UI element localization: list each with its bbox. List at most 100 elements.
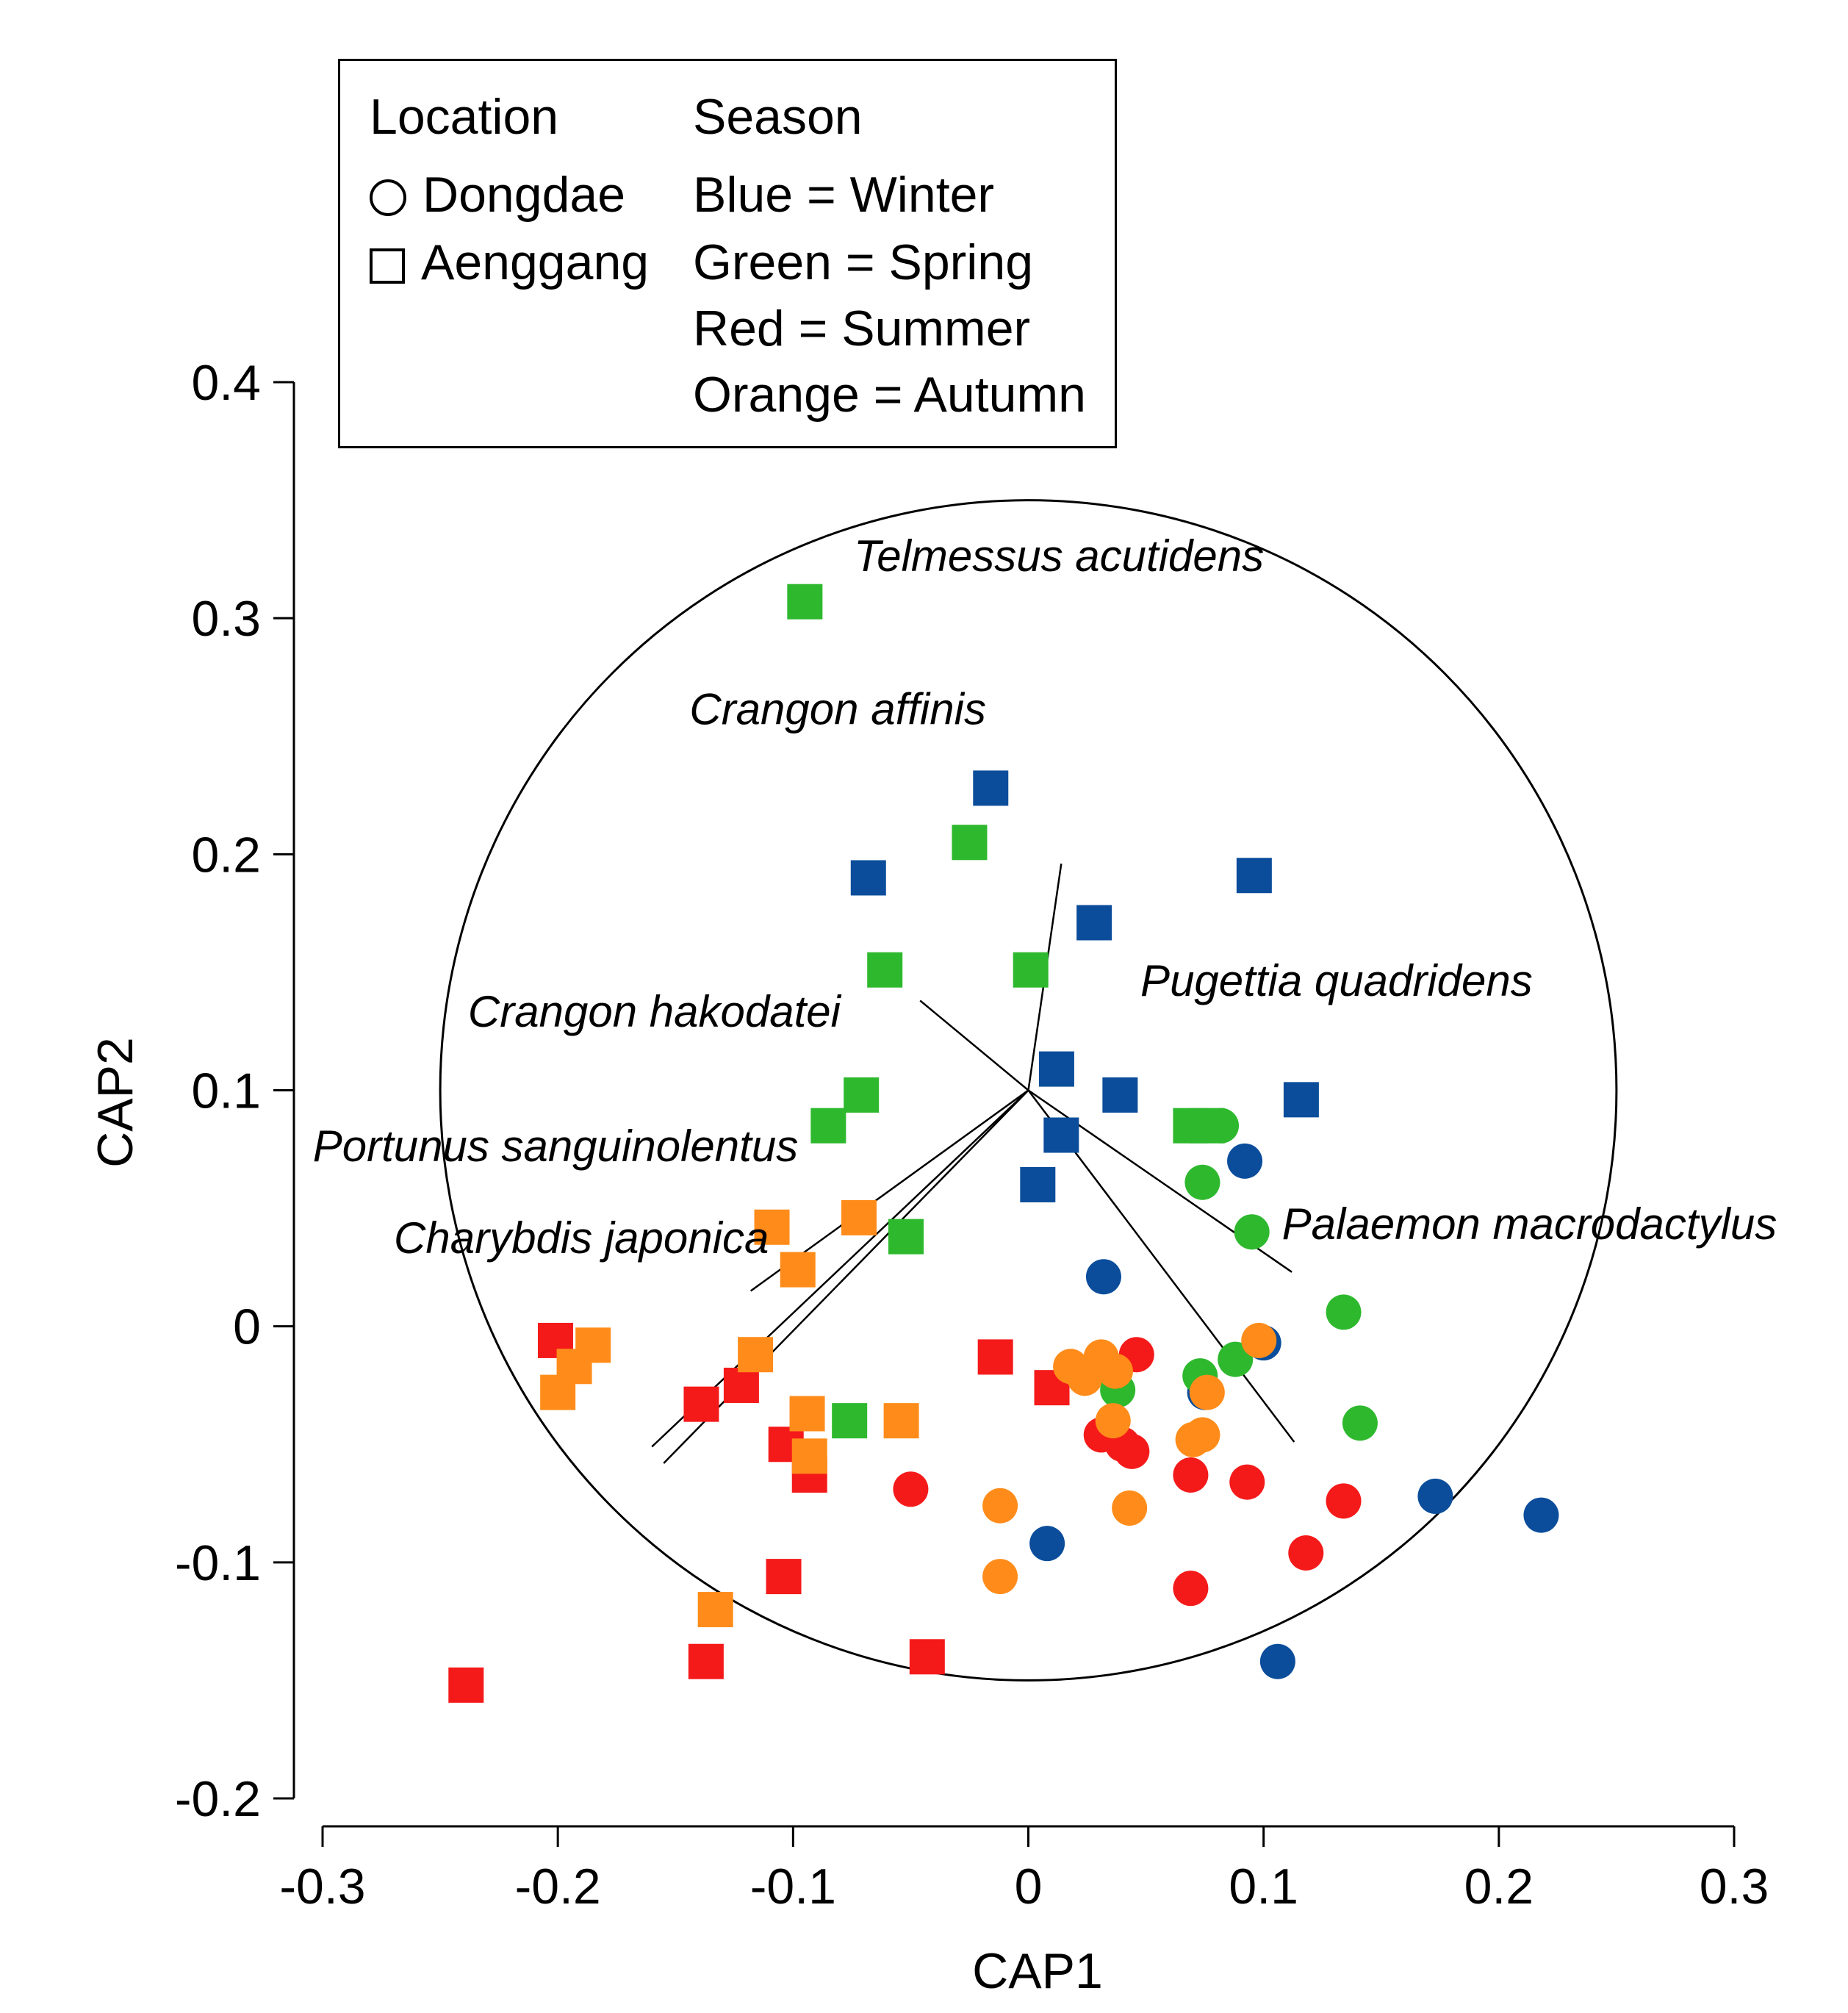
legend-location-dongdae: Dongdae: [370, 170, 625, 220]
y-tick-label: 0.2: [191, 827, 261, 883]
point-winter-dongdae: [1417, 1478, 1453, 1514]
point-summer-aenggang: [766, 1559, 802, 1595]
legend-season-spring: Green = Spring: [693, 234, 1034, 290]
point-autumn-aenggang: [791, 1438, 827, 1474]
point-spring-aenggang: [832, 1403, 868, 1439]
point-winter-aenggang: [1076, 905, 1112, 941]
point-spring-dongdae: [1326, 1294, 1362, 1330]
point-winter-dongdae: [1259, 1643, 1295, 1679]
point-autumn-dongdae: [1112, 1490, 1148, 1526]
point-autumn-aenggang: [738, 1337, 774, 1373]
point-winter-dongdae: [1523, 1497, 1559, 1533]
point-summer-aenggang: [448, 1667, 484, 1703]
point-spring-aenggang: [867, 952, 903, 988]
legend-season-heading: Season: [693, 89, 863, 145]
point-summer-aenggang: [723, 1367, 759, 1403]
point-autumn-dongdae: [1189, 1374, 1225, 1410]
point-winter-aenggang: [1236, 858, 1272, 894]
legend-location-aenggang: Aenggang: [370, 237, 649, 287]
point-spring-aenggang: [952, 825, 988, 861]
point-winter-aenggang: [973, 770, 1009, 806]
point-autumn-dongdae: [1067, 1360, 1103, 1396]
point-winter-aenggang: [1102, 1077, 1138, 1113]
point-summer-aenggang: [688, 1643, 724, 1679]
legend-location-label: Aenggang: [421, 234, 650, 290]
point-summer-dongdae: [1326, 1483, 1362, 1519]
x-tick-label: 0: [1015, 1859, 1043, 1915]
point-autumn-aenggang: [780, 1252, 816, 1288]
point-autumn-dongdae: [1241, 1322, 1277, 1358]
point-spring-dongdae: [1204, 1108, 1240, 1144]
point-autumn-aenggang: [883, 1403, 919, 1439]
point-winter-aenggang: [850, 860, 886, 896]
point-winter-dongdae: [1227, 1143, 1263, 1179]
point-summer-dongdae: [1173, 1571, 1209, 1607]
y-tick-label: 0: [233, 1299, 261, 1355]
point-winter-dongdae: [1085, 1259, 1121, 1295]
species-vector-line: [919, 1000, 1029, 1091]
point-autumn-aenggang: [697, 1592, 733, 1628]
x-tick-label: 0.3: [1700, 1859, 1769, 1915]
point-summer-aenggang: [977, 1339, 1013, 1375]
point-autumn-dongdae: [982, 1559, 1018, 1595]
point-spring-aenggang: [844, 1077, 880, 1113]
y-tick-label: 0.1: [191, 1063, 261, 1119]
point-autumn-aenggang: [789, 1396, 825, 1432]
point-spring-aenggang: [888, 1219, 924, 1255]
point-autumn-dongdae: [1095, 1403, 1131, 1439]
point-spring-dongdae: [1342, 1405, 1378, 1441]
point-winter-dongdae: [1029, 1526, 1065, 1562]
species-vector-label: Crangon hakodatei: [468, 987, 842, 1036]
species-vector-label: Palaemon macrodactylus: [1282, 1199, 1777, 1249]
square-symbol-icon: [370, 248, 405, 284]
point-summer-dongdae: [1114, 1433, 1150, 1469]
point-autumn-dongdae: [982, 1488, 1018, 1524]
species-vector-label: Pugettia quadridens: [1140, 956, 1533, 1005]
point-summer-dongdae: [1229, 1464, 1265, 1500]
point-spring-aenggang: [1013, 952, 1049, 988]
legend-season-winter: Blue = Winter: [693, 167, 995, 223]
y-tick-label: -0.2: [175, 1771, 261, 1827]
y-tick-label: 0.3: [191, 591, 261, 647]
y-tick-label: 0.4: [191, 355, 261, 411]
y-axis-title: CAP2: [87, 1037, 143, 1168]
y-tick-label: -0.1: [175, 1535, 261, 1591]
x-tick-label: 0.2: [1464, 1859, 1534, 1915]
legend-season-autumn: Orange = Autumn: [693, 367, 1086, 423]
point-summer-aenggang: [683, 1386, 719, 1422]
point-autumn-aenggang: [754, 1209, 790, 1245]
axes: 0.4 0.3 0.2 0.1 0 -0.1 -0.2 -0.3 -0.2 -0.1 0 0.1 0.2…: [175, 355, 1769, 1915]
point-winter-aenggang: [1020, 1166, 1056, 1202]
point-summer-dongdae: [1288, 1535, 1324, 1571]
point-spring-dongdae: [1234, 1214, 1270, 1250]
x-axis-title: CAP1: [972, 1943, 1103, 1999]
species-vector-label: Crangon affinis: [689, 685, 986, 734]
point-winter-aenggang: [1043, 1117, 1079, 1153]
species-vector-label: Portunus sanguinolentus: [313, 1122, 798, 1171]
legend-season-summer: Red = Summer: [693, 301, 1031, 356]
point-spring-aenggang: [810, 1108, 846, 1144]
point-spring-dongdae: [1184, 1164, 1220, 1200]
point-autumn-aenggang: [841, 1199, 877, 1235]
point-autumn-aenggang: [540, 1374, 576, 1410]
point-winter-aenggang: [1038, 1051, 1074, 1087]
legend-location-heading: Location: [370, 89, 559, 145]
correlation-circle-group: [439, 499, 1618, 1682]
species-vector-label: Telmessus acutidens: [854, 531, 1264, 581]
circle-symbol-icon: [370, 179, 406, 216]
point-autumn-dongdae: [1175, 1421, 1211, 1457]
point-summer-dongdae: [1173, 1457, 1209, 1493]
x-tick-label: -0.3: [279, 1859, 365, 1915]
point-summer-aenggang: [909, 1639, 945, 1675]
data-points: Telmessus acutidens Crangon affinis Crango…: [313, 531, 1777, 1703]
species-vector-label: Charybdis japonica: [394, 1213, 769, 1263]
legend-location-label: Dongdae: [423, 167, 626, 223]
x-tick-label: -0.2: [515, 1859, 601, 1915]
point-spring-aenggang: [787, 584, 823, 620]
correlation-circle: [439, 499, 1618, 1682]
legend-box: Location Season Dongdae Aenggang Blue = …: [338, 59, 1117, 448]
point-summer-dongdae: [893, 1471, 929, 1507]
x-tick-label: -0.1: [750, 1859, 836, 1915]
point-winter-aenggang: [1283, 1082, 1319, 1118]
